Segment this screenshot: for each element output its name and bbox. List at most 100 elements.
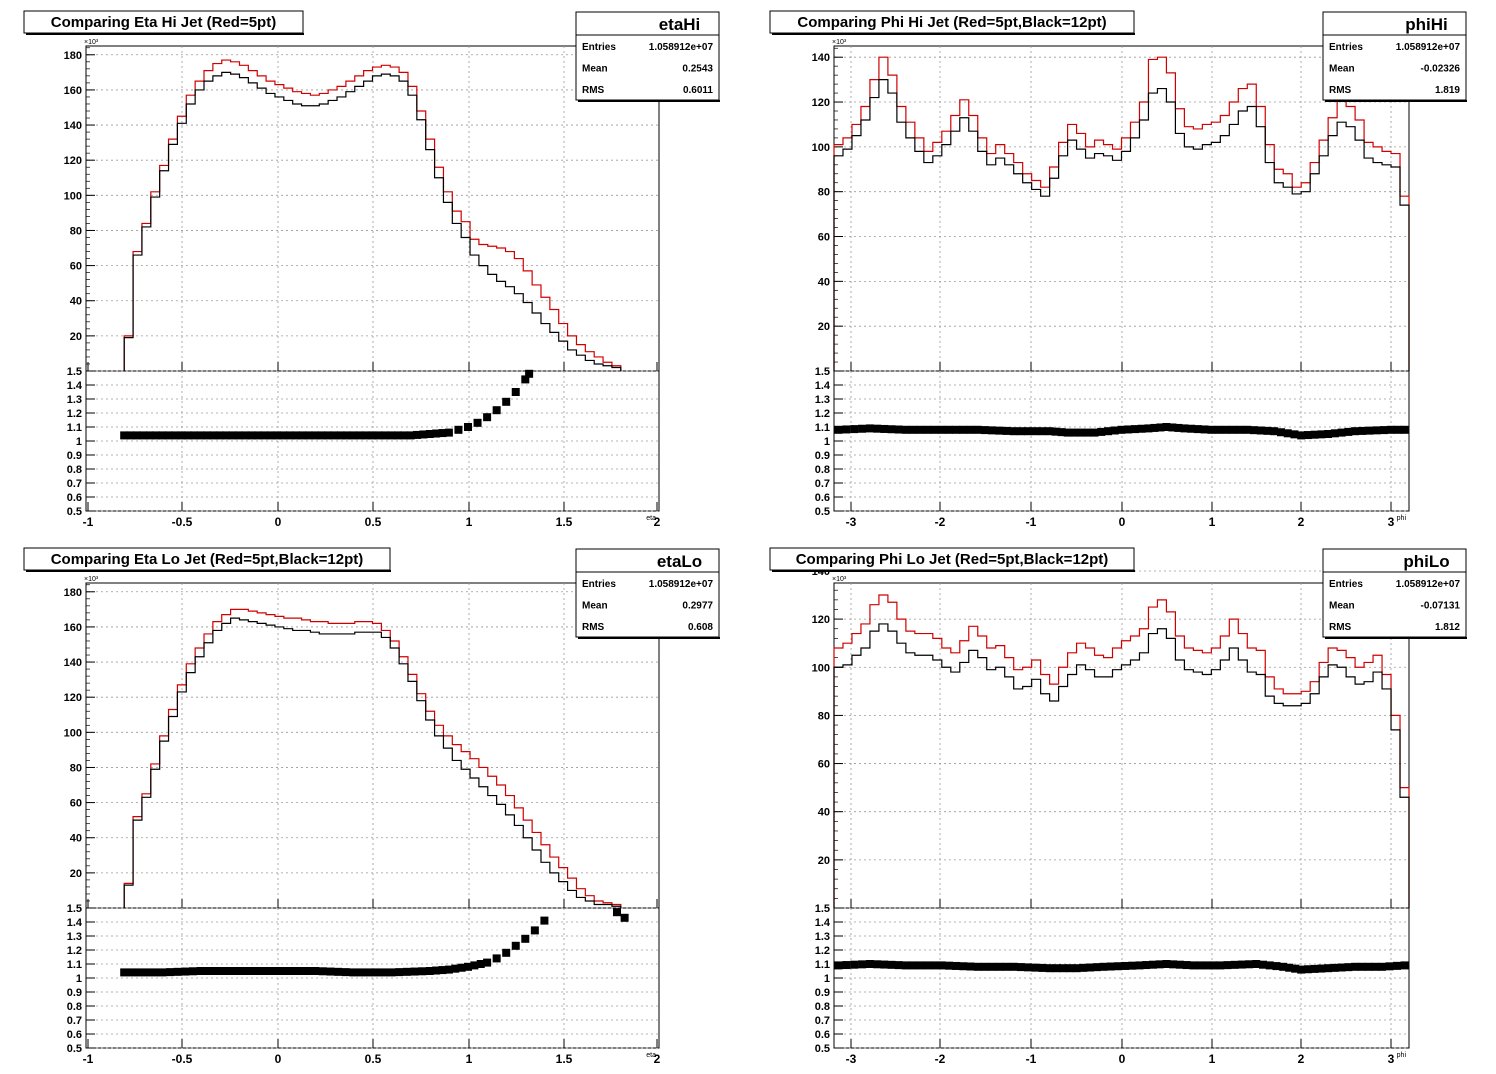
pad-title: Comparing Phi Hi Jet (Red=5pt,Black=12pt… [797, 14, 1106, 31]
ratio-marker [1303, 965, 1312, 974]
panel-phi-hi: 20406080100120140×10³0.50.60.70.80.911.1… [769, 10, 1467, 529]
ratio-marker [379, 968, 388, 977]
ratio-marker [858, 960, 867, 969]
ratio-marker [1207, 425, 1216, 434]
ratio-tick-label: 1.2 [815, 945, 830, 957]
ratio-marker [1031, 427, 1040, 436]
ratio-marker [135, 968, 144, 977]
ratio-tick-label: 1.1 [815, 422, 830, 434]
ratio-marker [400, 431, 409, 440]
ratio-tick-label: 1.5 [67, 903, 82, 915]
ratio-marker [334, 967, 343, 976]
ratio-marker [318, 967, 327, 976]
ratio-marker [1324, 430, 1333, 438]
stats-value: -0.02326 [1421, 64, 1461, 75]
ratio-marker [215, 431, 224, 440]
ratio-marker [1365, 426, 1374, 435]
ratio-tick-label: 1.5 [815, 903, 830, 915]
ratio-marker [145, 431, 154, 440]
stats-key: RMS [582, 622, 605, 633]
ratio-marker [1223, 961, 1232, 970]
ratio-marker [980, 962, 989, 971]
ratio-marker [492, 954, 501, 963]
ratio-marker [247, 431, 256, 440]
y-tick-label: 80 [70, 225, 82, 237]
ratio-marker [1097, 427, 1106, 436]
ratio-marker [1270, 427, 1279, 436]
stats-value: 1.058912e+07 [1396, 579, 1461, 590]
panel-eta-lo: 20406080100120140160180×10³0.50.60.70.80… [23, 547, 720, 1066]
ratio-marker [1291, 964, 1300, 973]
x-tick-label: -2 [935, 515, 946, 529]
ratio-marker [1063, 428, 1072, 437]
y-tick-label: 80 [70, 762, 82, 774]
stats-name: etaLo [657, 552, 702, 571]
ratio-tick-label: 0.8 [67, 1001, 82, 1013]
ratio-marker [1065, 964, 1074, 973]
stats-box [1322, 11, 1467, 101]
ratio-marker [1156, 423, 1165, 432]
y-tick-label: 20 [818, 321, 830, 333]
y-tick-label: 60 [818, 232, 830, 244]
ratio-marker [196, 431, 205, 440]
ratio-marker [1214, 425, 1223, 434]
stats-key: Entries [582, 579, 616, 590]
histogram-red-series [123, 59, 622, 371]
ratio-marker [444, 428, 453, 437]
ratio-tick-label: 1.2 [67, 408, 82, 420]
x-tick-label: 0.5 [365, 515, 382, 529]
ratio-marker [152, 431, 161, 440]
ratio-marker [127, 968, 136, 977]
ratio-tick-label: 1.1 [815, 959, 830, 971]
x-tick-label: 0 [275, 515, 282, 529]
ratio-marker [402, 967, 411, 976]
y-tick-label: 180 [64, 50, 82, 62]
ratio-marker [1182, 961, 1191, 970]
ratio-marker [988, 962, 997, 971]
y-exponent-label: ×10³ [832, 576, 847, 583]
pad-title: Comparing Phi Lo Jet (Red=5pt,Black=12pt… [796, 551, 1109, 568]
ratio-marker [395, 968, 404, 977]
ratio-marker [304, 431, 313, 440]
ratio-marker [298, 431, 307, 440]
ratio-marker [995, 962, 1004, 971]
ratio-marker [464, 962, 472, 971]
stats-key: Mean [1329, 601, 1355, 612]
ratio-marker [923, 425, 932, 434]
x-tick-label: 1 [1209, 515, 1216, 529]
ratio-marker [425, 430, 434, 438]
ratio-marker [1077, 428, 1086, 437]
stats-key: Entries [582, 42, 616, 53]
x-axis-label: eta [646, 515, 656, 522]
ratio-marker [250, 967, 259, 975]
ratio-tick-label: 0.7 [815, 1015, 830, 1027]
ratio-marker [476, 960, 485, 968]
ratio-marker [330, 431, 339, 440]
ratio-tick-label: 0.6 [67, 492, 82, 504]
y-tick-label: 40 [818, 276, 830, 288]
ratio-marker [959, 962, 968, 971]
ratio-marker [865, 424, 874, 433]
ratio-marker [234, 431, 243, 440]
ratio-marker [1057, 428, 1066, 437]
ratio-marker [1090, 428, 1099, 437]
ratio-marker [483, 413, 492, 422]
ratio-marker [432, 429, 441, 438]
y-tick-label: 100 [812, 142, 830, 154]
x-tick-label: 1 [1209, 1052, 1216, 1066]
ratio-tick-label: 1.2 [67, 945, 82, 957]
ratio-marker [1086, 963, 1095, 972]
ratio-marker [1002, 962, 1011, 971]
ratio-marker [183, 431, 192, 440]
ratio-tick-label: 1.3 [67, 931, 82, 943]
ratio-marker [1279, 962, 1288, 971]
ratio-marker [620, 913, 629, 922]
ratio-marker [923, 961, 932, 970]
ratio-marker [222, 431, 231, 440]
ratio-marker [959, 425, 968, 434]
ratio-marker [1400, 961, 1409, 970]
ratio-marker [894, 961, 903, 970]
ratio-marker [265, 967, 274, 975]
ratio-marker [483, 958, 492, 967]
ratio-marker [1357, 962, 1366, 971]
